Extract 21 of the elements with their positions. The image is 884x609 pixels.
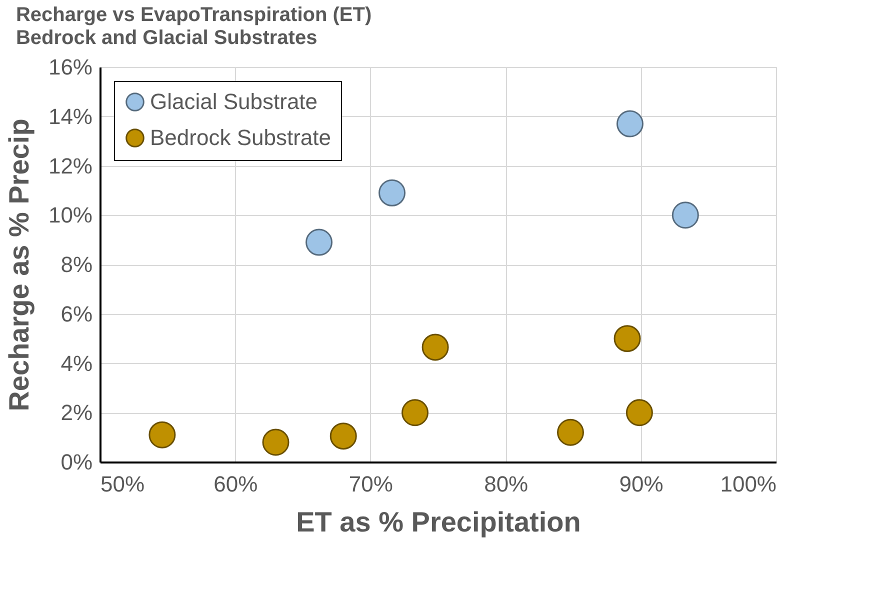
y-tick-label: 6%	[60, 301, 92, 326]
chart-title: Recharge vs EvapoTranspiration (ET)	[16, 4, 372, 26]
y-tick-label: 12%	[48, 153, 92, 178]
y-tick-label: 0%	[60, 450, 92, 474]
x-tick-label: 80%	[484, 472, 528, 496]
y-tick-label: 16%	[48, 54, 92, 80]
y-tick-label: 2%	[60, 400, 92, 426]
y-axis-title: Recharge as % Precip	[3, 118, 34, 412]
legend-label: Bedrock Substrate	[150, 125, 331, 150]
x-tick-label: 50%	[100, 472, 145, 496]
y-tick-label: 14%	[48, 104, 92, 129]
x-tick-label: 90%	[619, 472, 664, 496]
x-axis-title: ET as % Precipitation	[296, 506, 581, 538]
x-tick-label: 70%	[348, 472, 393, 496]
legend-label: Glacial Substrate	[150, 89, 318, 114]
x-tick-label: 100%	[720, 472, 776, 496]
y-tick-label: 10%	[48, 202, 92, 228]
y-tick-label: 8%	[60, 252, 92, 277]
chart-subtitle: Bedrock and Glacial Substrates	[16, 27, 318, 49]
y-tick-label: 4%	[60, 350, 92, 376]
x-tick-label: 60%	[214, 472, 258, 496]
